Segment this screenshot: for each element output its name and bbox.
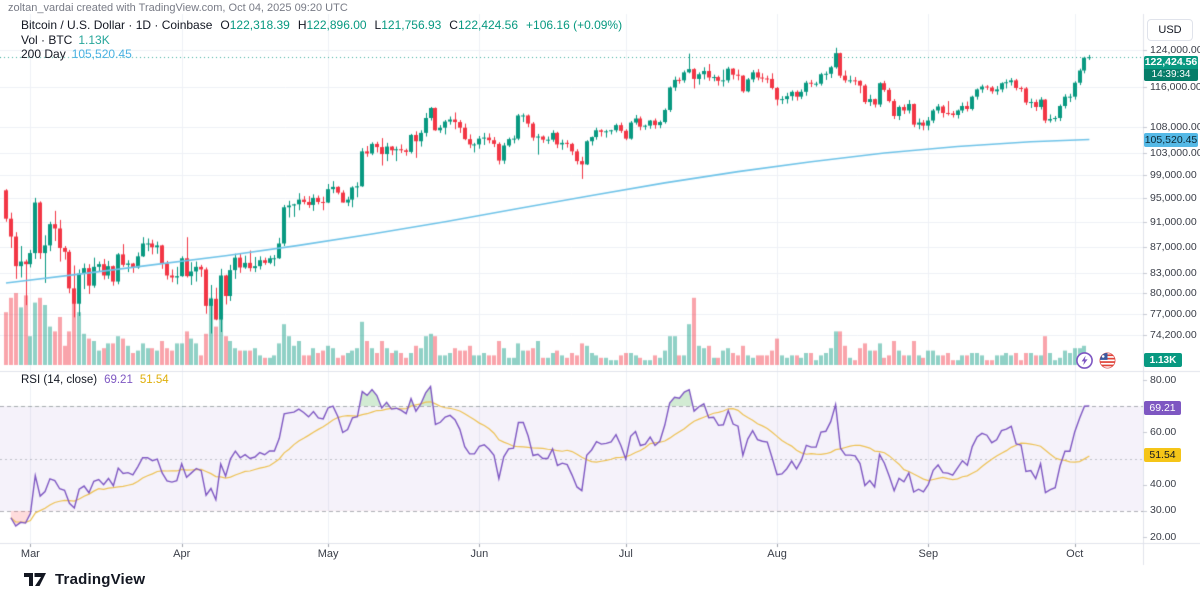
ma200-legend-row: 200 Day 105,520.45 <box>21 47 622 62</box>
price-axis-tick: 116,000.00 <box>1150 81 1200 93</box>
open-label: O <box>220 18 230 32</box>
tradingview-logo-text: TradingView <box>55 570 146 588</box>
time-axis-label: Aug <box>767 548 787 560</box>
price-axis-tick: 77,000.00 <box>1150 308 1197 321</box>
ma200-label: 200 Day <box>21 47 66 61</box>
symbol-title-row: Bitcoin / U.S. Dollar · 1D · Coinbase O12… <box>21 18 622 33</box>
close-label: C <box>449 18 458 32</box>
price-axis-tick: 95,000.00 <box>1150 191 1197 204</box>
tradingview-footer[interactable]: TradingView <box>22 569 145 589</box>
tradingview-logo-icon <box>24 573 46 586</box>
open-value: 122,318.39 <box>229 18 290 32</box>
volume-legend-row: Vol · BTC 1.13K <box>21 33 622 48</box>
high-value: 122,896.00 <box>306 18 367 32</box>
rsi-ma-value: 51.54 <box>139 374 169 386</box>
rsi-label: RSI (14, close) <box>21 374 98 386</box>
attribution-text: zoltan_vardai created with TradingView.c… <box>8 2 348 14</box>
low-value: 121,756.93 <box>381 18 442 32</box>
price-axis-tick: 99,000.00 <box>1150 168 1197 181</box>
change-value: +106.16 (+0.09%) <box>526 18 623 32</box>
ma200-value: 105,520.45 <box>71 47 132 61</box>
price-axis-tick: 124,000.00 <box>1150 44 1200 56</box>
time-axis-label: Apr <box>173 548 191 560</box>
close-value: 122,424.56 <box>457 18 519 32</box>
time-axis-label: Sep <box>918 548 939 560</box>
time-axis-label: Mar <box>20 548 40 560</box>
rsi-axis-tick: 80.00 <box>1150 373 1177 386</box>
symbol-legend[interactable]: Bitcoin / U.S. Dollar · 1D · Coinbase O12… <box>21 18 622 62</box>
rsi-axis-tick: 20.00 <box>1150 530 1177 543</box>
time-axis-label: Oct <box>1066 548 1084 560</box>
price-axis-tick: 108,000.00 <box>1150 120 1200 133</box>
rsi-axis-badge: 69.21 <box>1144 401 1181 415</box>
current-price-value: 122,424.56 <box>1144 56 1198 68</box>
rsi-legend[interactable]: RSI (14, close) 69.21 51.54 <box>21 374 169 386</box>
current-price-badge: 122,424.56 14:39:34 <box>1144 56 1198 81</box>
rsi-ma-axis-badge: 51.54 <box>1144 448 1181 462</box>
usd-flag-icon <box>1099 352 1116 369</box>
volume-axis-badge: 1.13K <box>1144 353 1182 367</box>
price-axis-tick: 87,000.00 <box>1150 240 1197 253</box>
time-axis-label: Jun <box>470 548 489 560</box>
price-axis-tick: 91,000.00 <box>1150 215 1197 228</box>
currency-toggle-button[interactable]: USD <box>1147 19 1193 41</box>
volume-value: 1.13K <box>78 32 110 47</box>
rsi-axis-tick: 40.00 <box>1150 478 1177 491</box>
high-label: H <box>297 18 307 32</box>
rsi-axis-tick: 60.00 <box>1150 425 1177 438</box>
time-axis-label: May <box>317 548 339 560</box>
time-axis-label: Jul <box>618 548 633 560</box>
volume-label: Vol · BTC <box>21 32 73 47</box>
lightning-icon <box>1076 352 1093 369</box>
price-axis-tick: 103,000.00 <box>1150 146 1200 159</box>
price-axis-tick: 83,000.00 <box>1150 266 1197 279</box>
price-axis-tick: 80,000.00 <box>1150 287 1197 300</box>
price-axis-tick: 74,200.00 <box>1150 329 1197 341</box>
rsi-value: 69.21 <box>104 374 133 386</box>
rsi-axis-tick: 30.00 <box>1150 504 1177 517</box>
bar-countdown: 14:39:34 <box>1144 69 1198 81</box>
low-label: L <box>374 18 382 32</box>
ma200-axis-badge: 105,520.45 <box>1144 133 1198 147</box>
symbol-title: Bitcoin / U.S. Dollar · 1D · Coinbase <box>21 18 213 32</box>
